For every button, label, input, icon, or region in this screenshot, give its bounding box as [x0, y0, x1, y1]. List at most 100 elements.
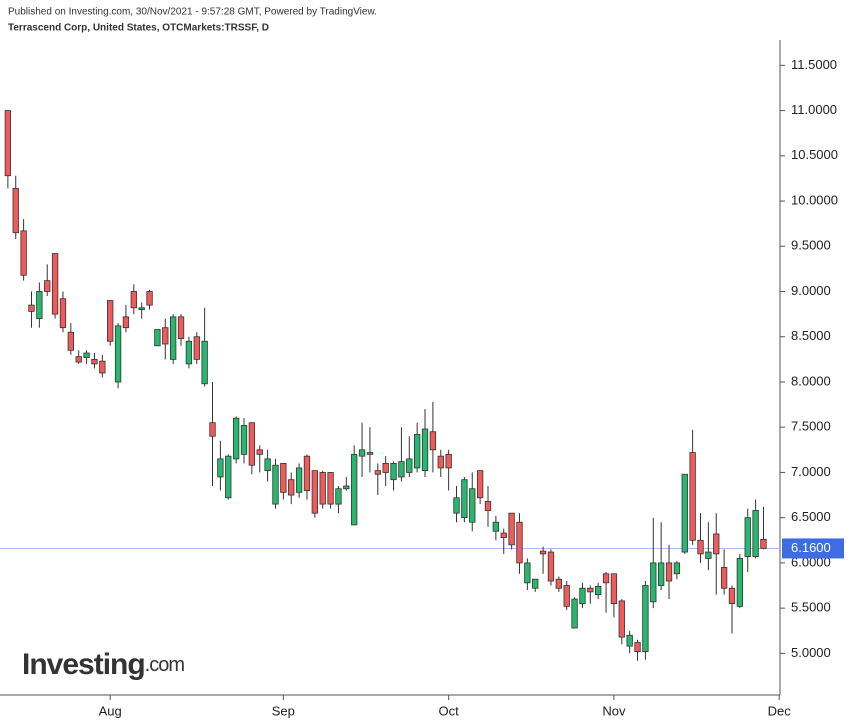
candle-body	[610, 573, 618, 605]
candle-body	[476, 470, 484, 499]
candle-body	[59, 298, 67, 329]
candle-body	[12, 187, 19, 234]
candle-body	[516, 521, 523, 564]
candle-body	[618, 600, 625, 638]
candle-body	[453, 497, 460, 514]
candle-body	[122, 316, 130, 329]
candle-body	[532, 578, 539, 589]
candle-body	[413, 434, 421, 469]
candle-body	[760, 538, 767, 549]
candle-body	[351, 453, 358, 526]
y-tick-label: 10.0000	[791, 192, 838, 207]
candle-body	[728, 587, 736, 605]
candle-body	[689, 452, 696, 541]
candle-body	[366, 452, 374, 455]
candle-body	[421, 428, 429, 472]
y-tick-label: 5.0000	[791, 645, 831, 660]
candle-body	[595, 586, 602, 595]
candle-body	[4, 110, 12, 177]
candle-body	[398, 461, 405, 478]
y-tick-label: 6.5000	[791, 509, 831, 524]
candle-body	[681, 473, 688, 553]
candle-body	[319, 472, 326, 505]
candle-body	[374, 470, 381, 475]
candle-body	[201, 340, 208, 385]
candle-body	[642, 585, 649, 652]
candle-body	[429, 431, 437, 451]
candle-body	[461, 479, 468, 519]
candle-body	[539, 550, 547, 555]
candle-body	[303, 455, 311, 491]
candle-body	[311, 470, 318, 514]
y-tick-label: 9.0000	[791, 283, 831, 298]
candle-body	[390, 462, 397, 481]
last-price-label: 6.1600	[791, 540, 831, 555]
candle-body	[713, 533, 720, 555]
y-tick-label: 7.0000	[791, 464, 831, 479]
candle-body	[705, 551, 712, 559]
candle-body	[587, 587, 594, 593]
candle-body	[626, 634, 633, 647]
candle-body	[272, 464, 279, 505]
chart-title: Terrascend Corp, United States, OTCMarke…	[8, 23, 269, 34]
candle-body	[736, 557, 744, 607]
x-tick-label: Nov	[602, 703, 626, 718]
candle-body	[697, 539, 704, 555]
candle-body	[445, 453, 452, 469]
candle-body	[91, 358, 98, 365]
candle-body	[162, 327, 169, 345]
candle-body	[563, 585, 570, 607]
candle-body	[280, 462, 287, 493]
candle-body	[138, 307, 145, 310]
candle-body	[752, 510, 759, 557]
candle-body	[75, 356, 82, 363]
candle-body	[335, 488, 342, 505]
y-tick-label: 11.0000	[791, 102, 837, 117]
y-tick-label: 11.5000	[791, 57, 837, 72]
candle-body	[130, 291, 137, 309]
candle-body	[406, 458, 413, 473]
candle-body	[185, 340, 193, 365]
candle-body	[114, 325, 122, 383]
candle-body	[657, 562, 665, 586]
candle-body	[555, 578, 562, 589]
candle-body	[484, 500, 492, 511]
candle-body	[437, 455, 444, 469]
candle-body	[327, 472, 334, 505]
candle-body	[264, 458, 271, 472]
candle-body	[67, 331, 74, 351]
last-price-box	[782, 538, 844, 559]
x-tick-label: Sep	[272, 703, 295, 718]
candle-body	[571, 598, 578, 629]
candle-body	[524, 562, 531, 584]
candle-body	[579, 587, 586, 605]
published-note: Published on Investing.com, 30/Nov/2021 …	[8, 7, 377, 18]
candle-body	[83, 352, 90, 358]
candle-body	[288, 479, 295, 496]
candle-body	[650, 562, 657, 603]
y-tick-label: 5.5000	[791, 600, 831, 615]
candle-body	[36, 291, 43, 320]
candle-body	[256, 449, 263, 455]
candle-body	[28, 304, 35, 312]
candle-body	[146, 291, 153, 306]
candle-body	[744, 517, 751, 557]
candle-body	[232, 417, 240, 460]
candle-body	[51, 253, 59, 315]
candle-body	[382, 462, 389, 473]
candle-body	[508, 512, 515, 546]
candle-body	[99, 360, 106, 374]
candle-body	[343, 485, 350, 490]
x-tick-label: Dec	[768, 703, 792, 718]
candle-body	[209, 422, 216, 437]
candle-body	[720, 567, 728, 589]
candle-body	[217, 458, 224, 478]
y-tick-label: 9.5000	[791, 238, 831, 253]
logo-suffix: .com	[145, 654, 185, 676]
y-tick-label: 7.5000	[791, 419, 831, 434]
candle-body	[248, 422, 256, 466]
candle-body	[602, 573, 610, 584]
candle-body	[634, 642, 641, 652]
candle-body	[193, 336, 200, 360]
candle-body	[500, 532, 507, 538]
